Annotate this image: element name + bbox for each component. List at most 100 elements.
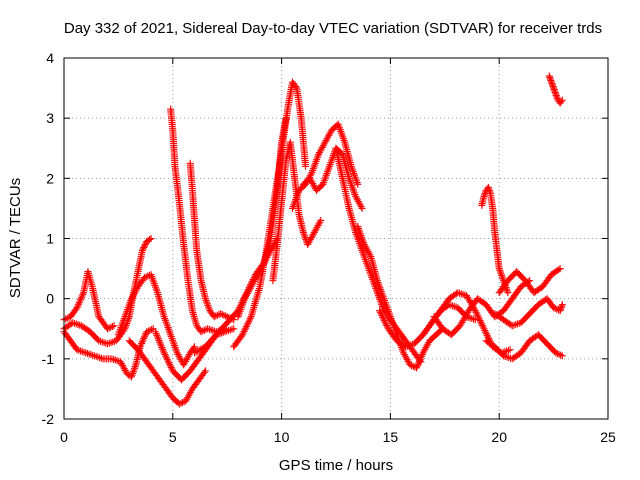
data-point — [141, 241, 149, 249]
data-point — [213, 311, 221, 319]
data-point — [146, 326, 154, 334]
data-point — [97, 337, 105, 345]
x-tick-label: 15 — [383, 429, 399, 445]
data-point — [177, 399, 185, 407]
data-point — [307, 170, 315, 178]
data-point — [456, 289, 464, 297]
data-point — [483, 331, 491, 339]
data-point — [108, 355, 116, 363]
data-point — [141, 274, 149, 282]
data-point — [199, 327, 207, 335]
data-point — [504, 289, 512, 297]
data-point — [78, 292, 86, 300]
data-point — [147, 235, 155, 242]
trace-10 — [230, 78, 310, 351]
data-point — [130, 366, 138, 374]
data-point — [317, 216, 325, 224]
data-point — [77, 295, 85, 303]
data-point — [141, 331, 149, 339]
data-point — [76, 297, 84, 305]
data-point — [104, 340, 112, 348]
data-point — [191, 349, 199, 357]
data-point — [225, 327, 233, 335]
data-point — [478, 321, 486, 329]
data-point — [159, 347, 167, 355]
data-point — [496, 266, 504, 274]
x-tick-label: 5 — [169, 429, 177, 445]
data-point — [210, 313, 218, 321]
data-point — [152, 330, 160, 338]
data-point — [499, 275, 507, 283]
data-point — [153, 331, 161, 339]
data-point — [157, 342, 165, 350]
data-point — [405, 342, 413, 350]
data-point — [166, 362, 174, 370]
data-point — [506, 346, 514, 354]
data-point — [403, 342, 411, 350]
data-point — [407, 341, 415, 349]
y-tick-label: -1 — [42, 351, 55, 367]
data-point — [79, 290, 87, 298]
data-point — [164, 357, 172, 365]
y-axis-label: SDTVAR / TECUs — [7, 178, 24, 298]
trace-4 — [125, 337, 209, 408]
data-point — [380, 317, 388, 325]
data-point — [241, 326, 249, 334]
data-point — [162, 352, 170, 360]
data-point — [383, 321, 391, 329]
data-point — [402, 343, 410, 351]
data-point — [129, 368, 137, 376]
data-point — [96, 354, 104, 362]
data-point — [459, 290, 467, 298]
data-point — [154, 335, 162, 343]
data-point — [510, 321, 518, 329]
data-point — [127, 373, 135, 381]
data-point — [478, 320, 486, 328]
data-point — [475, 315, 483, 323]
data-point — [381, 318, 389, 326]
data-point — [447, 301, 455, 309]
data-point — [192, 348, 200, 356]
data-point — [479, 323, 487, 331]
data-point — [379, 315, 387, 323]
data-point — [207, 326, 215, 334]
data-point — [166, 360, 174, 368]
data-point — [138, 338, 146, 346]
data-point — [98, 338, 106, 346]
data-point — [80, 348, 88, 356]
data-point — [204, 302, 212, 310]
chart-title: Day 332 of 2021, Sidereal Day-to-day VTE… — [64, 20, 602, 37]
data-point — [376, 308, 384, 316]
data-point — [73, 304, 81, 312]
data-point — [243, 321, 251, 329]
data-point — [482, 330, 490, 338]
y-tick-label: 2 — [46, 170, 54, 186]
data-point — [498, 273, 506, 281]
data-point — [316, 218, 324, 226]
data-point — [552, 349, 560, 357]
x-tick-label: 10 — [274, 429, 290, 445]
data-point — [500, 352, 508, 360]
data-point — [203, 298, 211, 306]
axis-ticks: 0 5 10 15 20 25 -2 -1 0 1 2 3 4 — [42, 50, 616, 445]
data-point — [77, 347, 85, 355]
y-tick-label: 3 — [46, 110, 54, 126]
data-point — [222, 312, 230, 320]
data-point — [137, 341, 145, 349]
data-point — [110, 322, 118, 330]
data-point — [504, 346, 512, 354]
data-point — [244, 319, 252, 327]
data-point — [78, 348, 86, 356]
data-point — [205, 305, 213, 313]
data-point — [141, 333, 149, 341]
data-point — [481, 326, 489, 334]
data-point — [418, 350, 426, 358]
data-point — [156, 340, 164, 348]
data-point — [555, 350, 563, 358]
trace-22 — [495, 265, 564, 297]
data-point — [87, 351, 95, 359]
data-point — [75, 346, 83, 354]
data-point — [553, 350, 561, 358]
data-point — [512, 321, 520, 329]
data-point — [74, 321, 82, 329]
